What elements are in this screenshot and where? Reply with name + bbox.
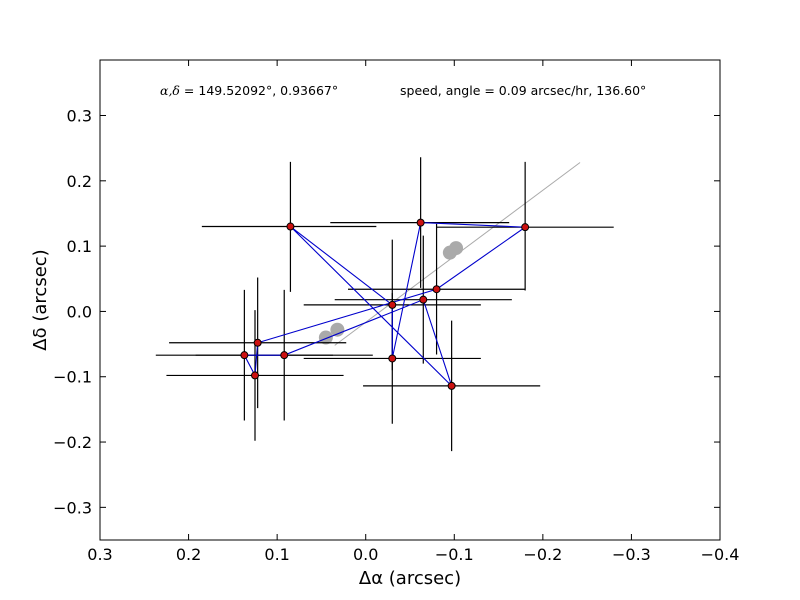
trend-marker bbox=[449, 241, 464, 256]
data-point bbox=[521, 223, 530, 232]
coord-prefix: α,δ bbox=[160, 83, 180, 98]
connection-layer bbox=[243, 222, 527, 387]
speed-annotation: speed, angle = 0.09 arcsec/hr, 136.60° bbox=[400, 83, 646, 98]
data-point bbox=[240, 351, 249, 360]
coord-annotation: α,δ = 149.52092°, 0.93667° bbox=[160, 83, 338, 98]
data-point bbox=[286, 222, 295, 231]
data-point bbox=[432, 285, 441, 294]
plot-frame bbox=[99, 59, 721, 541]
y-tick-label: 0.3 bbox=[67, 107, 92, 126]
y-tick-label: −0.3 bbox=[53, 498, 92, 517]
data-point bbox=[388, 354, 397, 363]
x-tick-label: −0.1 bbox=[435, 545, 474, 564]
x-tick-label: 0.0 bbox=[353, 545, 378, 564]
coord-value: = 149.52092°, 0.93667° bbox=[180, 83, 338, 98]
x-tick-label: −0.4 bbox=[701, 545, 740, 564]
y-tick-label: −0.1 bbox=[53, 368, 92, 387]
data-point bbox=[251, 371, 259, 380]
data-point bbox=[280, 351, 289, 360]
y-tick-label: 0.2 bbox=[67, 172, 92, 191]
y-tick-label: 0.0 bbox=[67, 302, 92, 321]
trend-marker bbox=[318, 330, 333, 345]
data-point bbox=[416, 218, 425, 227]
connection-line bbox=[243, 222, 527, 387]
y-tick-label: −0.2 bbox=[53, 433, 92, 452]
trend-layer bbox=[318, 162, 581, 346]
x-tick-label: 0.2 bbox=[176, 545, 201, 564]
y-axis-title: Δδ (arcsec) bbox=[30, 249, 51, 350]
x-tick-label: 0.1 bbox=[264, 545, 289, 564]
data-point bbox=[253, 338, 262, 347]
x-tick-label: −0.2 bbox=[523, 545, 562, 564]
point-layer bbox=[240, 218, 530, 390]
tick-layer: 0.3 0.2 0.1 0.0 −0.1 −0.2 −0.3 −0.4 −0.3 −0.2 −0.1… bbox=[53, 60, 739, 564]
data-point bbox=[447, 381, 456, 390]
trend-marker bbox=[330, 322, 345, 337]
x-tick-label: 0.3 bbox=[87, 545, 112, 564]
data-point bbox=[419, 295, 428, 304]
x-axis-title: Δα (arcsec) bbox=[359, 568, 461, 589]
x-tick-label: −0.3 bbox=[612, 545, 651, 564]
data-point bbox=[388, 300, 397, 309]
y-tick-label: 0.1 bbox=[67, 237, 92, 256]
